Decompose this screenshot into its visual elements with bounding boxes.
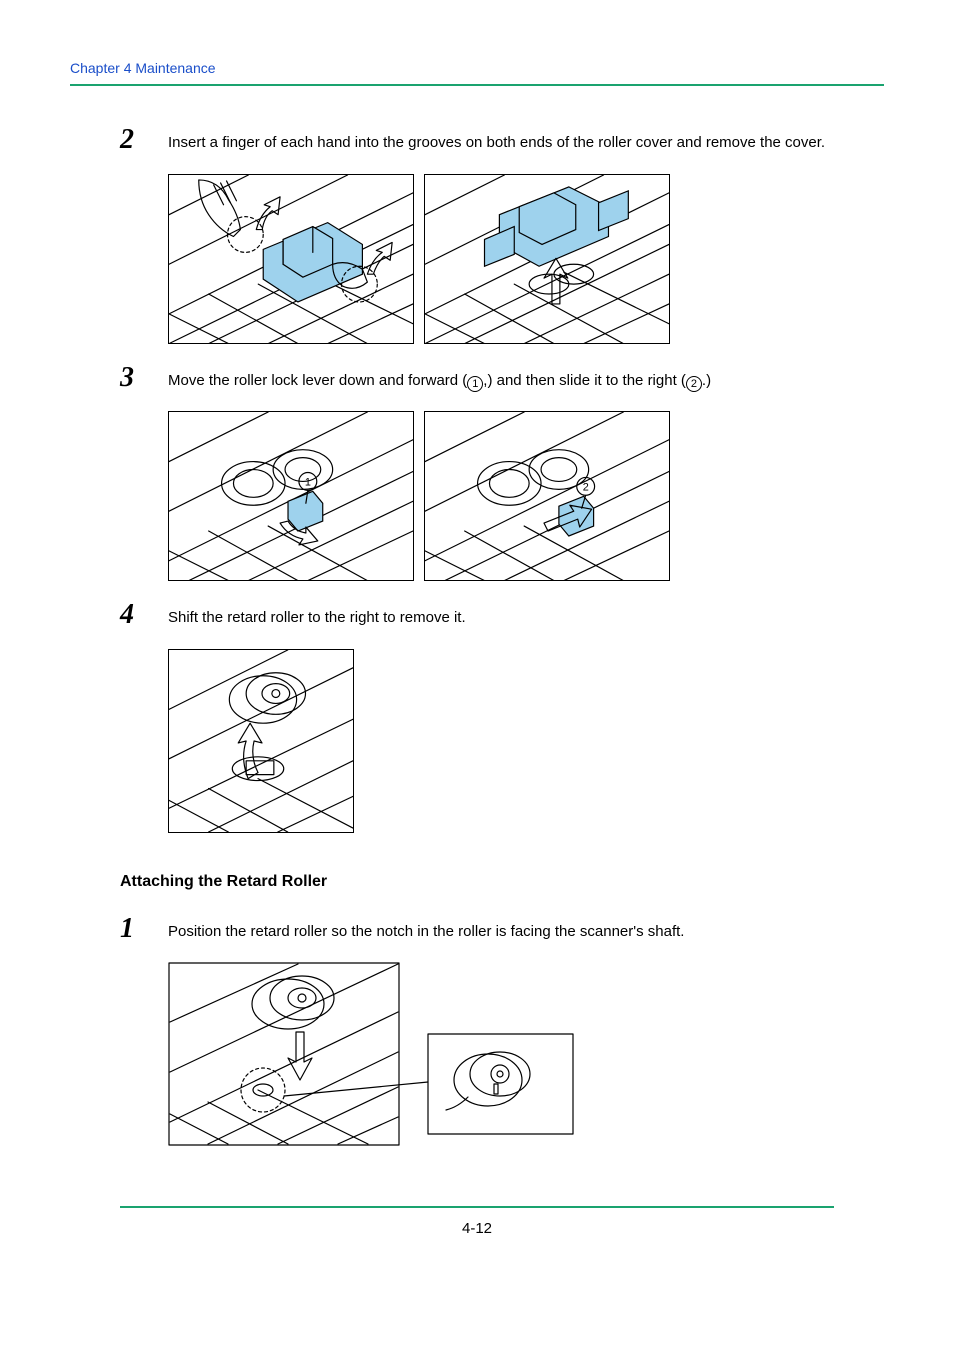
illustration-step2-left bbox=[168, 174, 414, 344]
illustration-row bbox=[168, 174, 884, 344]
mech-diagram-icon bbox=[425, 175, 669, 344]
mech-diagram-icon bbox=[168, 962, 578, 1146]
illustration-stepb1 bbox=[168, 962, 578, 1146]
text-part: ,) and then slide it to the right ( bbox=[483, 372, 686, 389]
step-body: Insert a finger of each hand into the gr… bbox=[168, 126, 884, 156]
illustration-row: 1 bbox=[168, 411, 884, 581]
svg-text:1: 1 bbox=[305, 476, 311, 488]
chapter-breadcrumb: Chapter 4 Maintenance bbox=[70, 60, 216, 76]
page-header: Chapter 4 Maintenance bbox=[70, 60, 884, 86]
step-text: Insert a finger of each hand into the gr… bbox=[168, 130, 884, 156]
step-body: Shift the retard roller to the right to … bbox=[168, 601, 884, 631]
illustration-row bbox=[168, 962, 884, 1146]
illustration-row bbox=[168, 649, 884, 833]
step-body: Move the roller lock lever down and forw… bbox=[168, 364, 884, 394]
step-number: 3 bbox=[120, 364, 168, 392]
page-number: 4-12 bbox=[462, 1220, 492, 1237]
mech-diagram-icon: 1 bbox=[169, 412, 413, 581]
text-part: Move the roller lock lever down and forw… bbox=[168, 372, 467, 389]
circled-number-icon: 2 bbox=[686, 376, 702, 392]
illustration-step3-left: 1 bbox=[168, 411, 414, 581]
page-footer: 4-12 bbox=[70, 1206, 884, 1238]
step-3: 3 Move the roller lock lever down and fo… bbox=[120, 364, 884, 394]
step-2: 2 Insert a finger of each hand into the … bbox=[120, 126, 884, 156]
illustration-step2-right bbox=[424, 174, 670, 344]
page: Chapter 4 Maintenance 2 Insert a finger … bbox=[0, 0, 954, 1278]
step-body: Position the retard roller so the notch … bbox=[168, 915, 884, 945]
svg-text:2: 2 bbox=[583, 481, 589, 493]
step-number: 2 bbox=[120, 126, 168, 154]
illustration-step3-right: 2 bbox=[424, 411, 670, 581]
step-text: Shift the retard roller to the right to … bbox=[168, 605, 884, 631]
circled-number-icon: 1 bbox=[467, 376, 483, 392]
step-b1: 1 Position the retard roller so the notc… bbox=[120, 915, 884, 945]
header-rule bbox=[70, 84, 884, 86]
text-part: .) bbox=[702, 372, 711, 389]
step-text: Position the retard roller so the notch … bbox=[168, 919, 884, 945]
step-number: 1 bbox=[120, 915, 168, 943]
section-title: Attaching the Retard Roller bbox=[120, 873, 884, 891]
content-area: 2 Insert a finger of each hand into the … bbox=[70, 96, 884, 1146]
mech-diagram-icon: 2 bbox=[425, 412, 669, 581]
illustration-step4 bbox=[168, 649, 354, 833]
step-text: Move the roller lock lever down and forw… bbox=[168, 368, 884, 394]
mech-diagram-icon bbox=[169, 650, 353, 832]
footer-rule bbox=[120, 1206, 834, 1208]
step-number: 4 bbox=[120, 601, 168, 629]
step-4: 4 Shift the retard roller to the right t… bbox=[120, 601, 884, 631]
mech-diagram-icon bbox=[169, 175, 413, 344]
